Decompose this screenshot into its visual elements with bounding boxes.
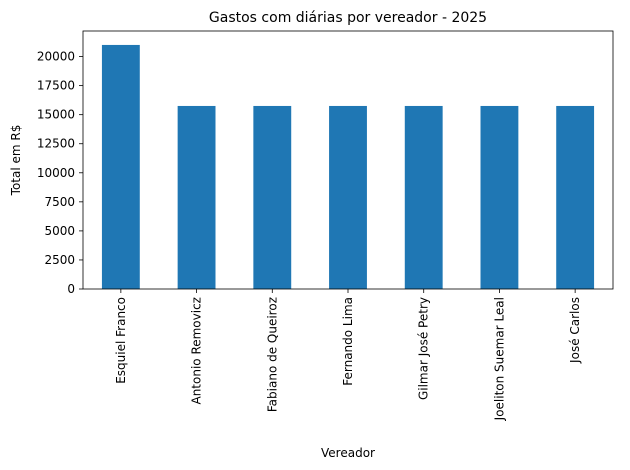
y-tick-label: 15000 <box>37 108 75 122</box>
x-tick-label: Fernando Lima <box>341 297 355 386</box>
y-tick-label: 7500 <box>44 195 75 209</box>
x-tick-label: Fabiano de Queiroz <box>265 297 279 412</box>
chart-title: Gastos com diárias por vereador - 2025 <box>209 10 487 26</box>
plot-frame <box>82 30 614 290</box>
y-tick-label: 10000 <box>37 166 75 180</box>
bar <box>480 105 519 289</box>
y-tick-label: 17500 <box>37 79 75 93</box>
x-tick-label: Gilmar José Petry <box>417 297 431 400</box>
y-tick-label: 12500 <box>37 137 75 151</box>
x-tick-label: José Carlos <box>568 297 582 364</box>
y-tick-label: 5000 <box>44 224 75 238</box>
bar <box>177 105 216 289</box>
bar <box>556 105 595 289</box>
bar <box>101 44 140 289</box>
x-tick-label: Antonio Removicz <box>190 297 204 405</box>
y-tick-label: 0 <box>67 282 75 296</box>
y-tick-label: 20000 <box>37 50 75 64</box>
x-tick-label: Esquiel Franco <box>114 297 128 384</box>
x-axis-label: Vereador <box>321 446 375 460</box>
y-axis-label: Total em R$ <box>9 125 23 197</box>
bar <box>404 105 443 289</box>
bar <box>253 105 292 289</box>
y-tick-label: 2500 <box>44 253 75 267</box>
x-tick-label: Joeliton Suemar Leal <box>492 297 506 421</box>
bar <box>329 105 367 289</box>
